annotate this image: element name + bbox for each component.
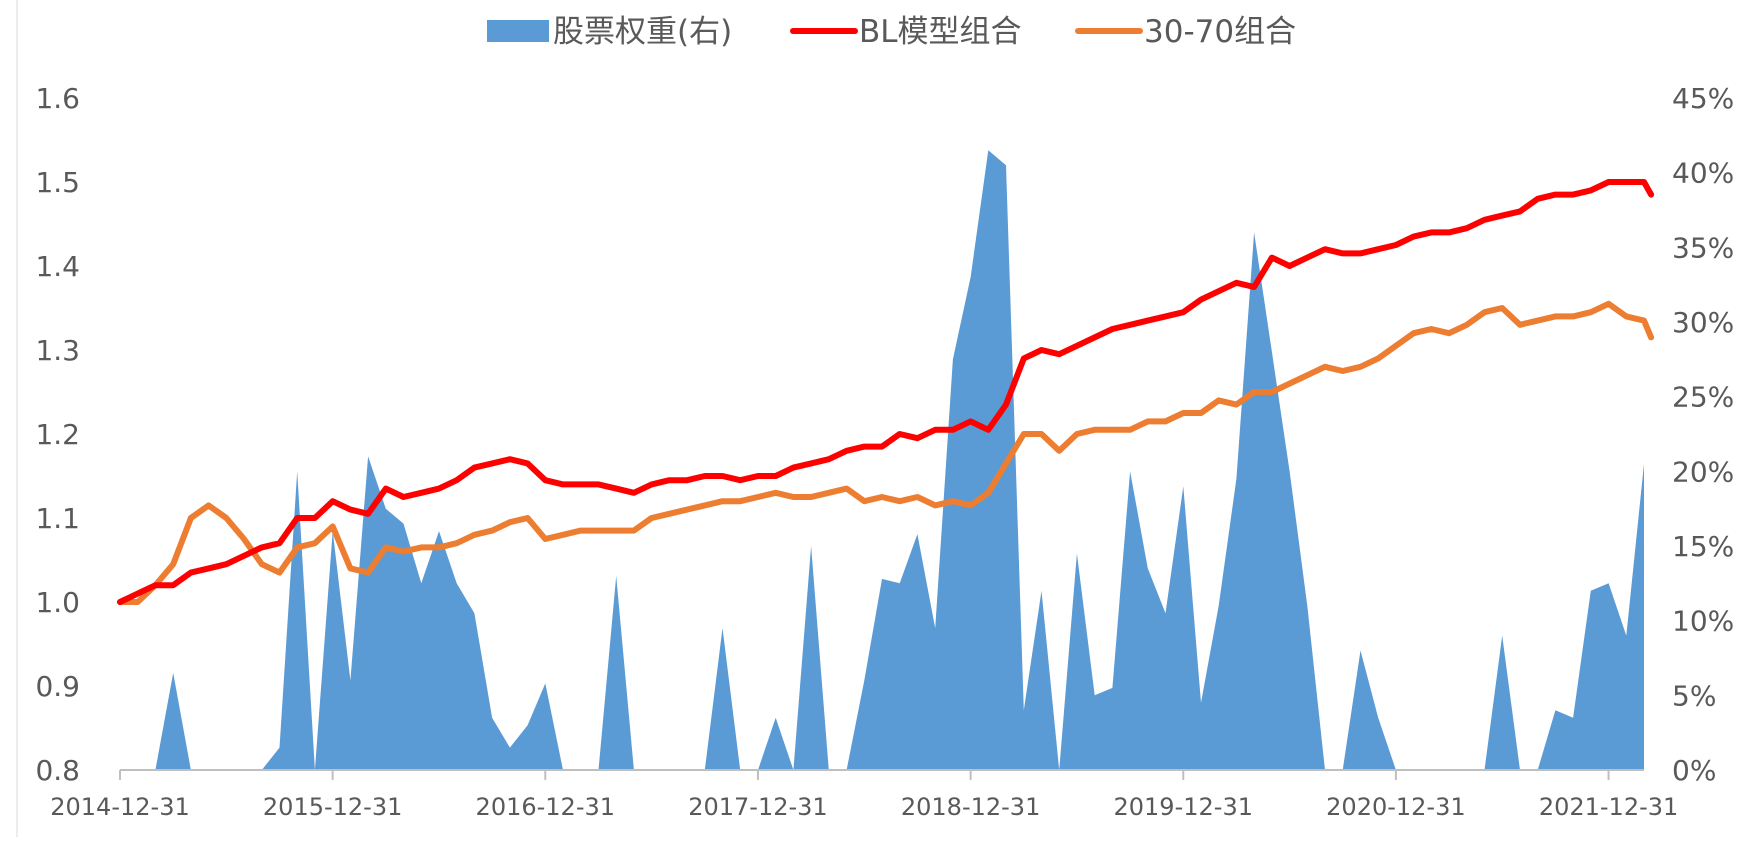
y-right-tick-label: 15% [1672,530,1734,563]
lines-layer [117,179,1655,605]
y-left-tick-label: 0.8 [35,754,80,787]
series-bl-line [117,179,1655,605]
y-left-tick-label: 1.2 [35,418,80,451]
x-tick-label: 2017-12-31 [688,793,827,821]
legend-label-stock-weight: 股票权重(右) [553,14,732,50]
x-tick-label: 2015-12-31 [263,793,402,821]
y-left-tick-label: 1.4 [35,250,80,283]
x-tick-label: 2020-12-31 [1326,793,1465,821]
x-tick-label: 2018-12-31 [901,793,1040,821]
x-tick-label: 2014-12-31 [50,793,189,821]
y-left-tick-label: 0.9 [35,670,80,703]
y-right-tick-label: 35% [1672,231,1734,264]
y-left-tick-label: 1.1 [35,502,80,535]
y-right-tick-label: 45% [1672,82,1734,115]
y-left-tick-label: 1.3 [35,334,80,367]
x-tick-label: 2019-12-31 [1114,793,1253,821]
y-right-tick-label: 25% [1672,381,1734,414]
series-stock-weight-area [120,150,1644,771]
y-right-tick-label: 10% [1672,605,1734,638]
area-layer [120,150,1644,771]
axes-layer [16,0,1644,837]
y-right-tick-label: 5% [1672,679,1716,712]
legend: 股票权重(右) BL模型组合 30-70组合 [487,14,1296,50]
legend-label-bl: BL模型组合 [859,14,1022,50]
y-left-tick-label: 1.6 [35,82,80,115]
y-right-tick-label: 30% [1672,306,1734,339]
legend-label-30-70: 30-70组合 [1144,14,1296,50]
series-30-70-line [117,300,1655,605]
y-right-tick-label: 0% [1672,754,1716,787]
y-right-tick-label: 20% [1672,455,1734,488]
labels-layer: 2014-12-31 2015-12-31 2016-12-31 2017-12-31… [35,82,1734,821]
legend-swatch-stock-weight [487,20,549,42]
x-tick-label: 2021-12-31 [1539,793,1678,821]
y-right-tick-label: 40% [1672,157,1734,190]
y-left-tick-label: 1.0 [35,586,80,619]
x-tick-label: 2016-12-31 [476,793,615,821]
y-left-tick-label: 1.5 [35,166,80,199]
